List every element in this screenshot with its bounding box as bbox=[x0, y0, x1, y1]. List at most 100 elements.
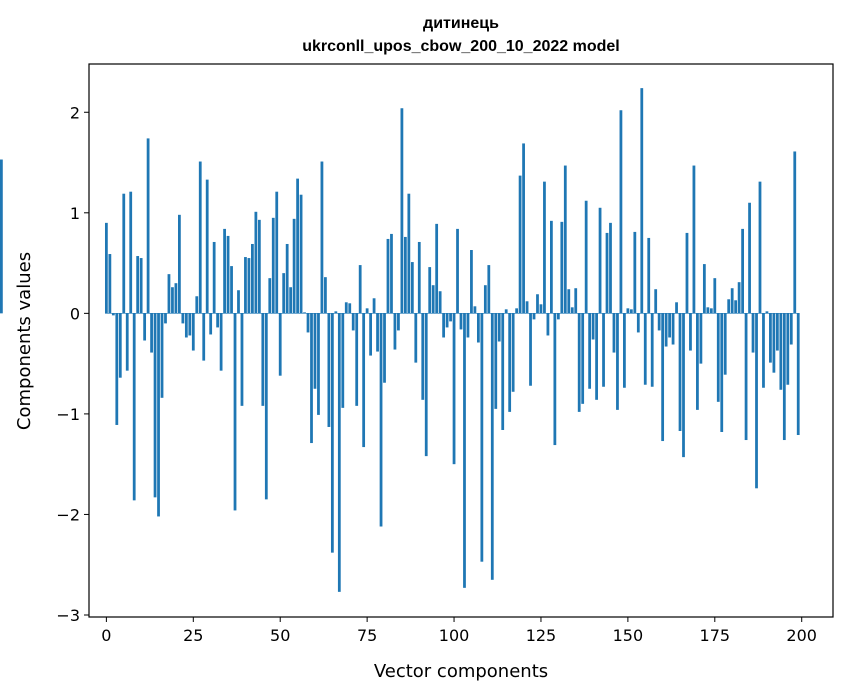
bar bbox=[358, 265, 362, 314]
bar bbox=[515, 308, 519, 314]
y-axis: −3 −2 −1 0 1 2 bbox=[56, 103, 89, 625]
bar bbox=[636, 313, 640, 333]
bar bbox=[650, 313, 654, 387]
x-tick-label: 125 bbox=[526, 626, 557, 645]
bar bbox=[108, 254, 112, 314]
bar bbox=[758, 181, 762, 314]
bar bbox=[466, 313, 470, 338]
bar bbox=[702, 264, 706, 314]
chart-title-line1: дитинець bbox=[423, 15, 499, 32]
bar bbox=[202, 313, 206, 361]
bar bbox=[539, 304, 543, 314]
bar bbox=[737, 282, 741, 314]
bar bbox=[609, 222, 612, 314]
bar bbox=[605, 232, 609, 314]
bar bbox=[181, 313, 185, 324]
y-tick-label: −3 bbox=[56, 606, 80, 625]
bar bbox=[588, 313, 592, 389]
bar bbox=[299, 194, 303, 314]
bar bbox=[616, 313, 619, 410]
bar bbox=[789, 313, 793, 345]
x-tick-label: 175 bbox=[700, 626, 731, 645]
bar bbox=[452, 313, 456, 465]
bar bbox=[414, 313, 418, 363]
bar bbox=[483, 285, 487, 314]
bar bbox=[511, 313, 515, 392]
bar bbox=[171, 287, 174, 314]
bar bbox=[393, 313, 397, 350]
bar bbox=[400, 108, 404, 314]
x-tick-label: 0 bbox=[101, 626, 111, 645]
bar bbox=[536, 294, 539, 314]
bar bbox=[470, 250, 473, 314]
bar bbox=[490, 313, 494, 580]
bar bbox=[692, 165, 696, 314]
bar-series bbox=[0, 88, 800, 592]
bar bbox=[150, 313, 153, 353]
bar bbox=[125, 313, 129, 371]
bar bbox=[240, 313, 244, 406]
bar bbox=[403, 236, 407, 314]
bar bbox=[546, 313, 550, 336]
bar bbox=[341, 313, 345, 408]
bar bbox=[793, 151, 797, 314]
bar bbox=[421, 313, 425, 400]
bar bbox=[633, 231, 637, 314]
bar bbox=[251, 243, 254, 314]
bar bbox=[772, 313, 776, 373]
bar bbox=[115, 313, 119, 425]
bar bbox=[532, 313, 536, 320]
bar bbox=[709, 308, 713, 314]
bar bbox=[456, 228, 459, 314]
bar bbox=[497, 313, 501, 342]
bar bbox=[327, 313, 331, 427]
bar bbox=[118, 313, 122, 378]
bar bbox=[344, 302, 348, 314]
bar bbox=[178, 214, 181, 314]
y-tick-label: 1 bbox=[70, 204, 80, 223]
y-axis-label: Components values bbox=[14, 252, 35, 430]
bar bbox=[237, 290, 240, 314]
bar bbox=[685, 232, 689, 314]
x-axis-label: Vector components bbox=[374, 661, 548, 682]
bar bbox=[643, 313, 647, 385]
bar bbox=[720, 313, 724, 432]
bar bbox=[765, 311, 769, 314]
y-tick-label: 2 bbox=[70, 103, 80, 122]
bar bbox=[226, 235, 230, 314]
bar bbox=[296, 178, 299, 314]
x-tick-label: 200 bbox=[786, 626, 817, 645]
bar bbox=[153, 313, 157, 498]
bar bbox=[473, 306, 477, 314]
bar bbox=[306, 313, 310, 333]
bar bbox=[748, 202, 751, 314]
bar bbox=[581, 313, 585, 404]
bar bbox=[459, 313, 463, 330]
bar bbox=[247, 258, 251, 314]
bar bbox=[689, 313, 692, 351]
bar bbox=[734, 300, 738, 314]
bar bbox=[779, 313, 783, 390]
bar bbox=[205, 179, 209, 314]
bar bbox=[755, 313, 758, 489]
bar bbox=[751, 313, 755, 353]
bar bbox=[230, 266, 233, 314]
bar bbox=[595, 313, 598, 400]
bar bbox=[198, 161, 202, 314]
bar bbox=[696, 313, 699, 410]
x-tick-label: 150 bbox=[613, 626, 644, 645]
bar bbox=[348, 303, 352, 314]
bar bbox=[727, 299, 731, 314]
bar bbox=[699, 313, 703, 364]
bar bbox=[379, 313, 383, 527]
bar bbox=[292, 218, 296, 314]
bar bbox=[164, 313, 167, 324]
plot-frame bbox=[88, 63, 834, 618]
bar bbox=[372, 298, 376, 314]
bar bbox=[334, 311, 338, 314]
bar bbox=[675, 302, 678, 314]
y-tick-label: 0 bbox=[70, 304, 80, 323]
bar bbox=[476, 313, 480, 343]
bar bbox=[678, 313, 682, 431]
